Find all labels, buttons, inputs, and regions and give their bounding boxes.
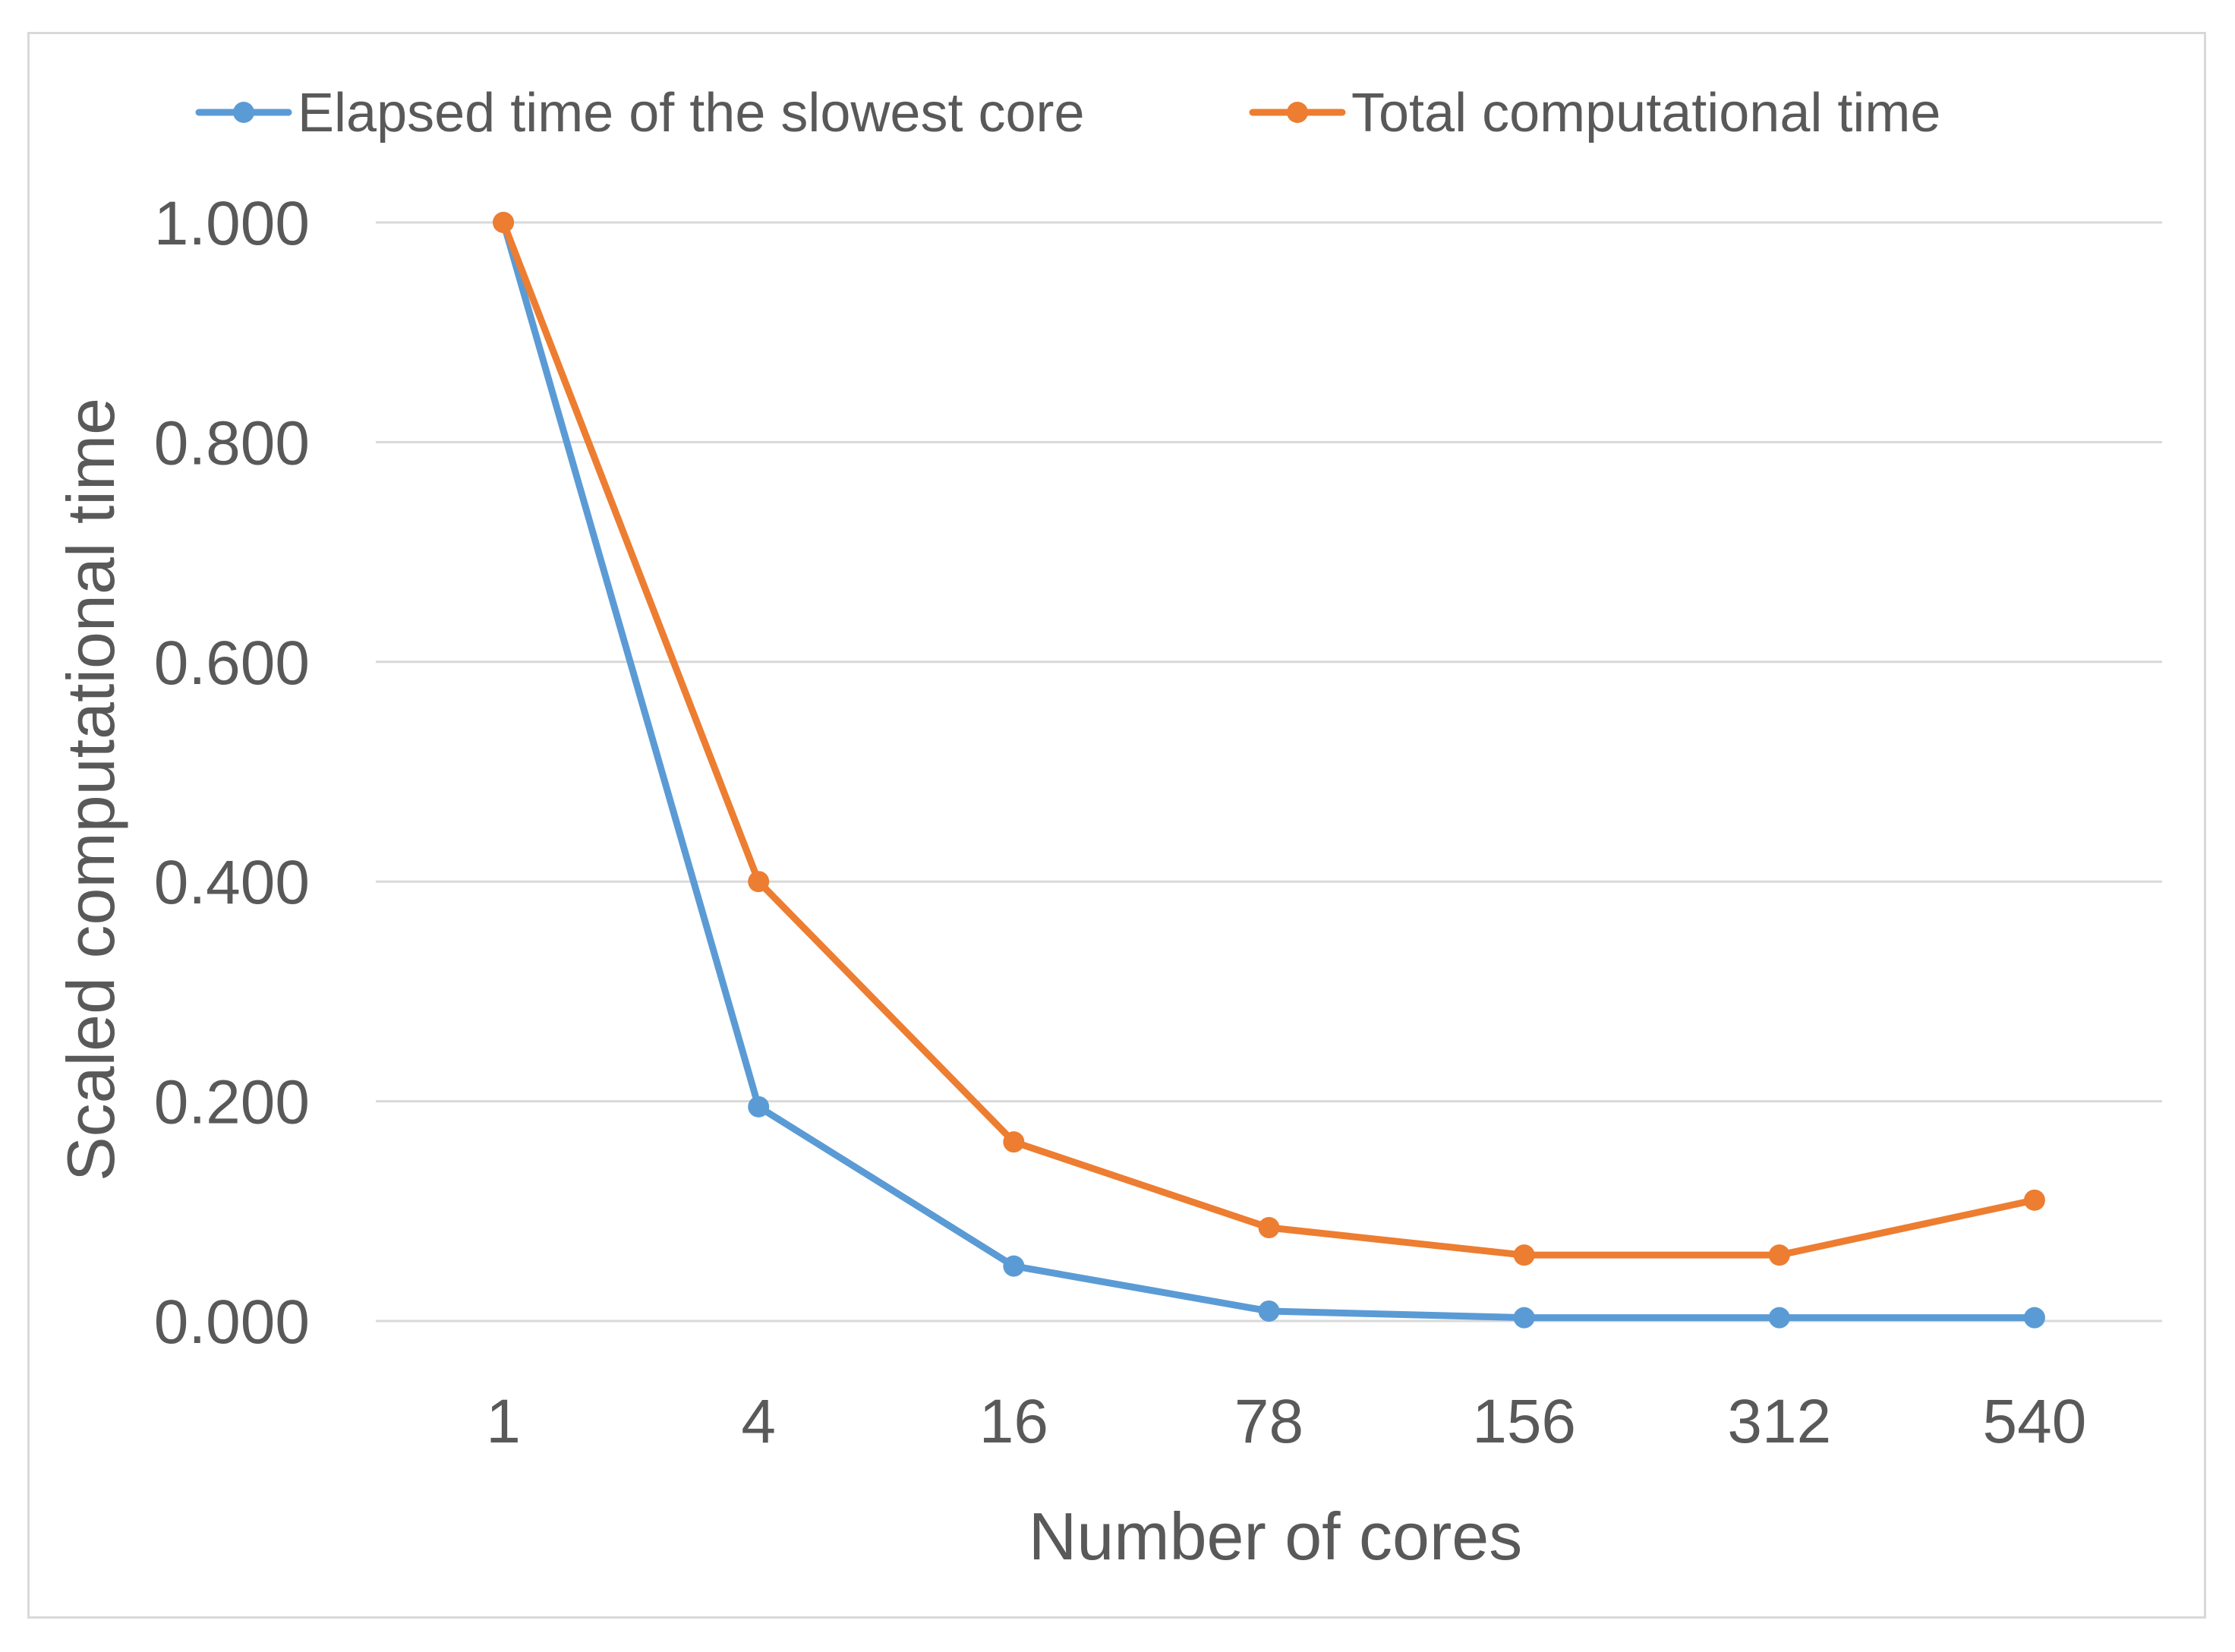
series-1 [493,212,2045,1266]
series-1-point-4 [1513,1244,1535,1266]
x-tick-label-0: 1 [486,1387,521,1456]
legend: Elapsed time of the slowest core Total c… [195,83,1940,143]
legend-marker-total [1287,102,1308,123]
y-tick-label-0: 0.000 [154,1288,310,1357]
series-1-point-2 [1003,1131,1025,1153]
series-line-0 [500,219,2038,1322]
series-1-point-5 [1768,1244,1790,1266]
series-0-point-5 [1768,1307,1790,1329]
series-lines [493,212,2045,1329]
series-0-point-6 [2023,1307,2045,1329]
x-tick-label-3: 78 [1234,1387,1303,1456]
x-axis-ticks: 1 4 16 78 156 312 540 [486,1387,2086,1456]
legend-marker-elapsed [233,102,254,123]
x-tick-label-4: 156 [1472,1387,1576,1456]
series-1-point-1 [748,871,770,893]
legend-label-total: Total computational time [1351,83,1940,143]
x-tick-label-1: 4 [741,1387,776,1456]
x-tick-label-5: 312 [1727,1387,1831,1456]
y-tick-label-5: 1.000 [154,189,310,258]
y-axis-ticks: 0.000 0.200 0.400 0.600 0.800 1.000 [154,189,310,1357]
series-1-point-3 [1258,1217,1280,1239]
y-tick-label-1: 0.200 [154,1068,310,1137]
gridlines [376,221,2162,1323]
series-0 [493,212,2045,1329]
series-1-point-0 [493,212,515,233]
y-axis-title: Scaled computational time [53,398,128,1181]
series-0-point-2 [1003,1255,1025,1277]
x-axis-title: Number of cores [1029,1499,1522,1574]
chart-frame [27,32,2206,1619]
series-0-point-3 [1258,1300,1280,1322]
y-tick-label-3: 0.600 [154,629,310,698]
y-tick-label-2: 0.400 [154,848,310,917]
series-1-point-6 [2023,1189,2045,1211]
y-tick-label-4: 0.800 [154,408,310,478]
series-0-point-4 [1513,1307,1535,1329]
legend-label-elapsed: Elapsed time of the slowest core [298,83,1085,143]
series-0-point-1 [748,1096,770,1118]
x-tick-label-6: 540 [1983,1387,2087,1456]
x-tick-label-2: 16 [979,1387,1048,1456]
